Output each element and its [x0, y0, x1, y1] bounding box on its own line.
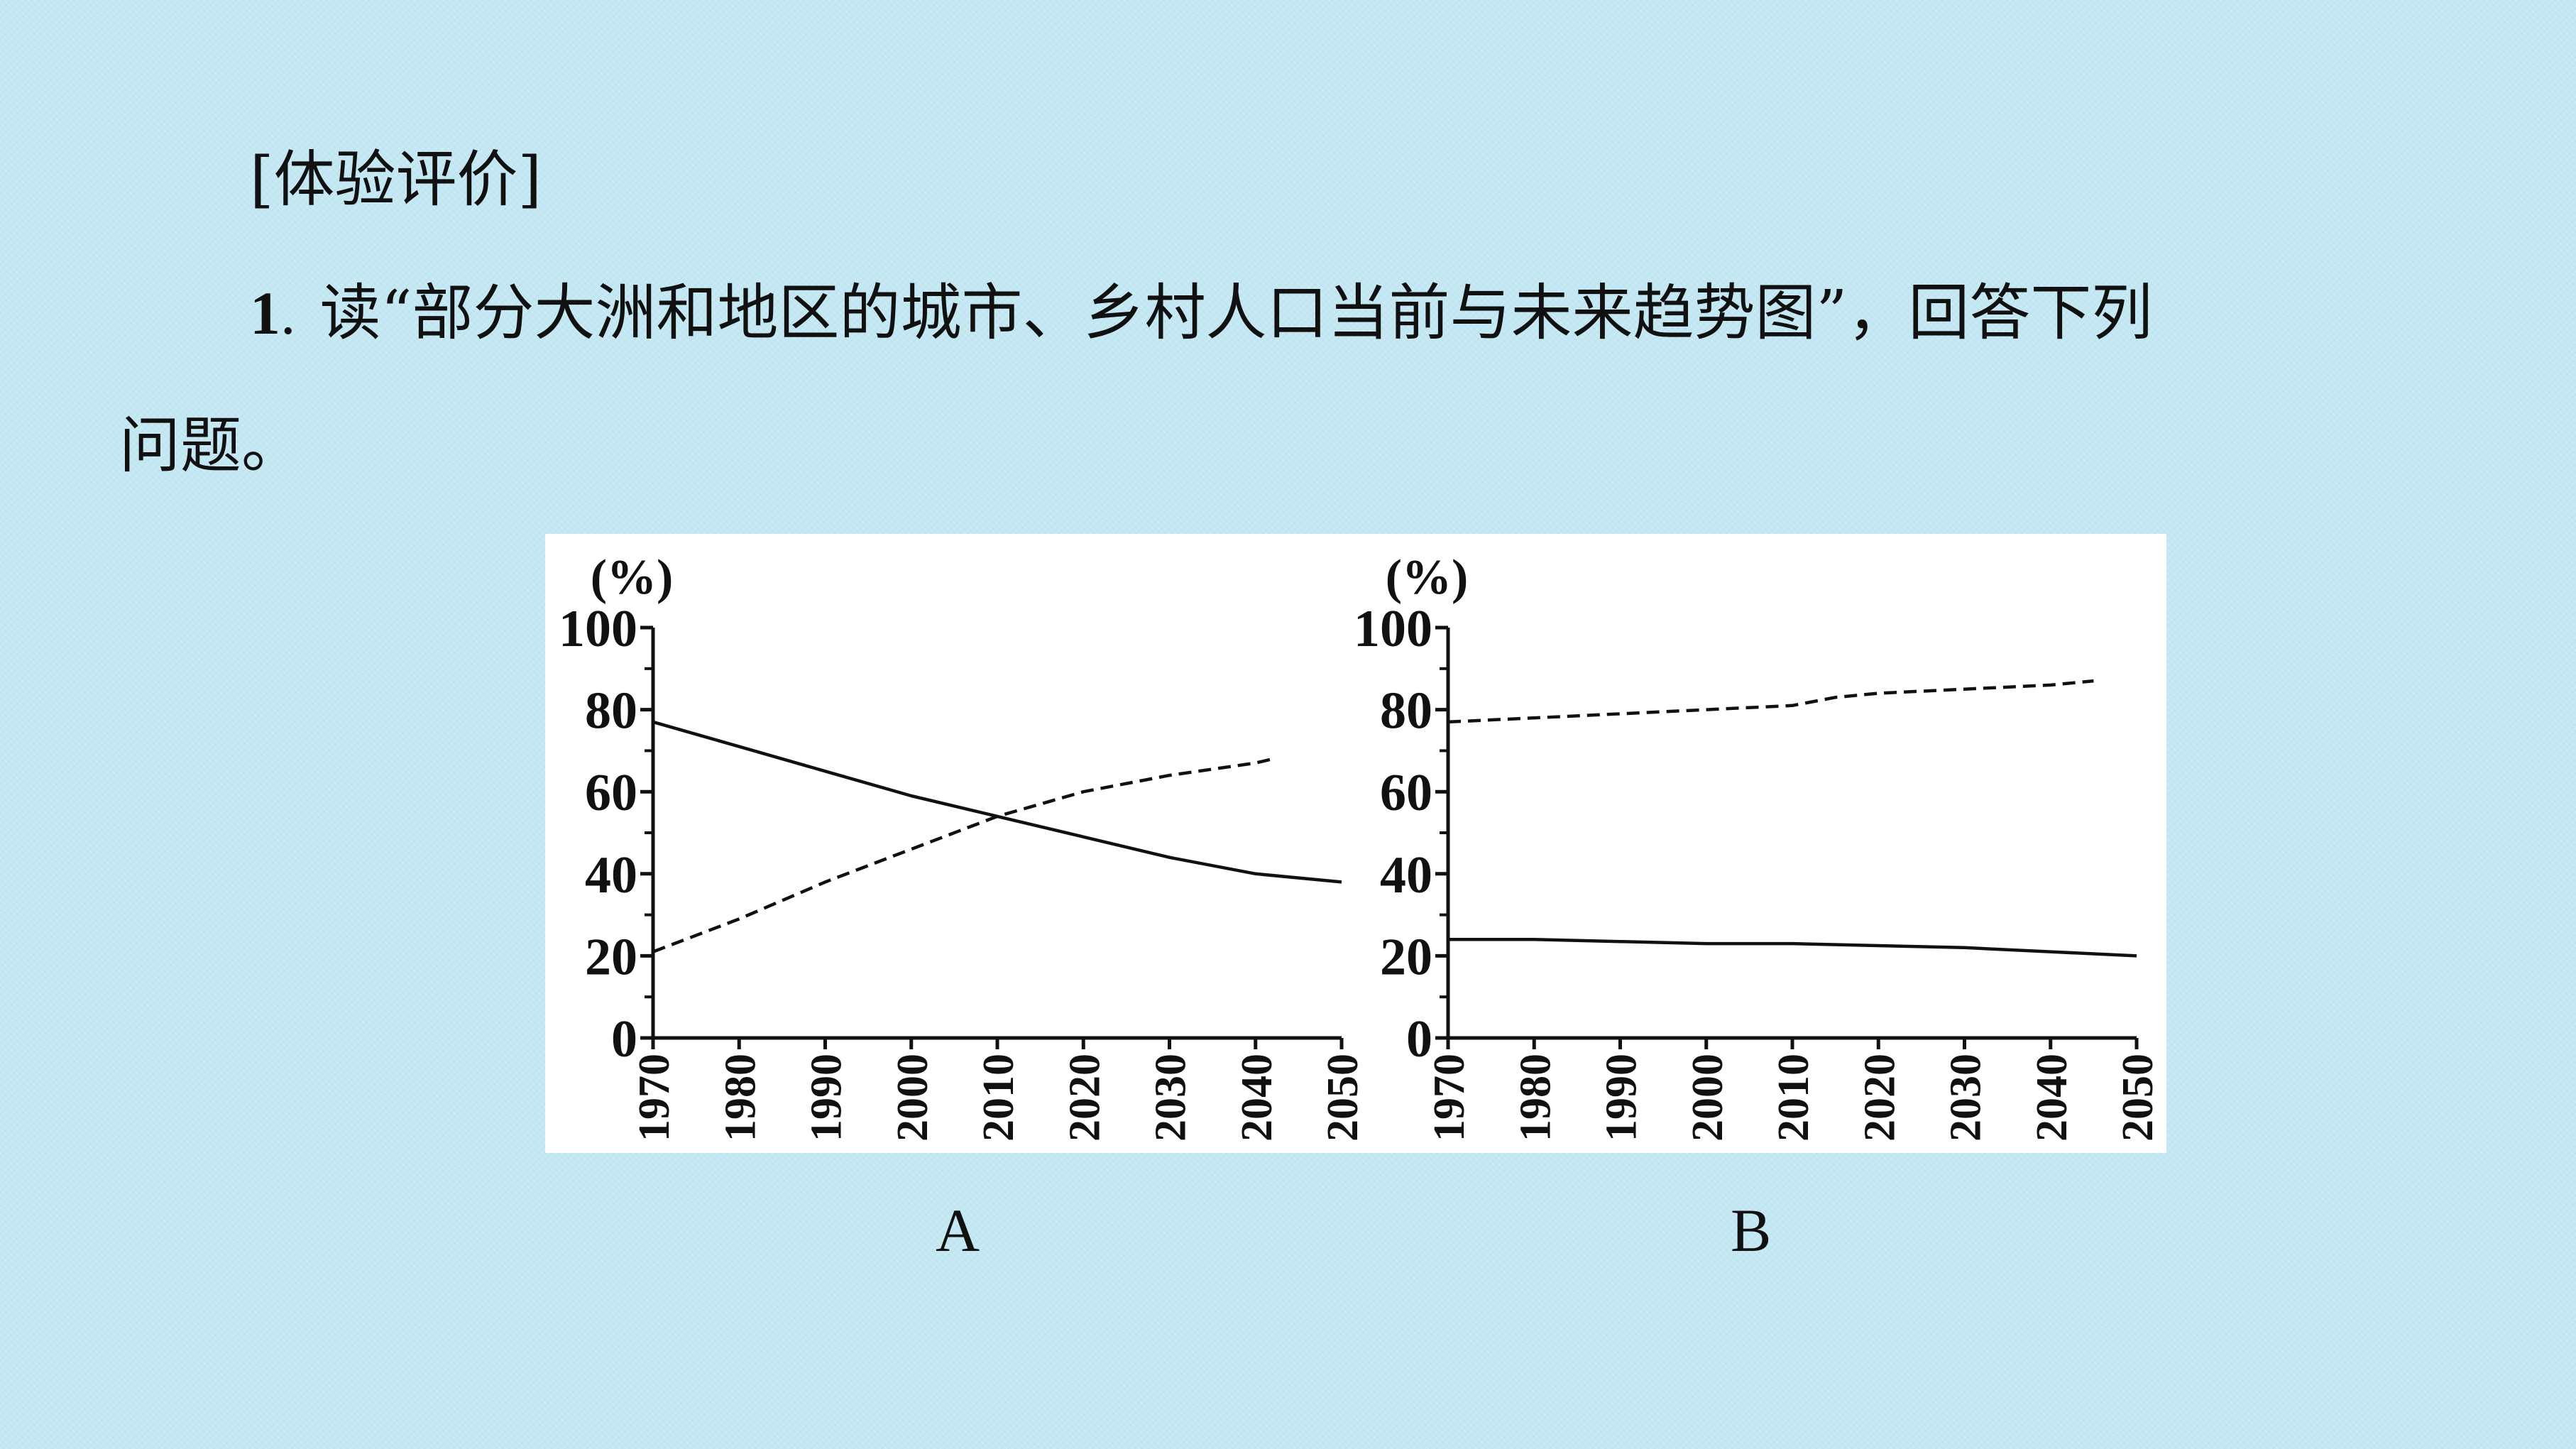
chart-a-y-tick-label: 40 [585, 846, 637, 904]
chart-a-y-tick-label: 100 [559, 600, 637, 658]
chart-b-caption: B [1731, 1196, 1772, 1264]
chart-b-series-solid-line [1448, 938, 2137, 958]
chart-b-x-tick-label: 2020 [1856, 1054, 1904, 1142]
chart-a-y-tick-label: 0 [611, 1010, 637, 1068]
chart-a-x-tick-label: 2040 [1233, 1054, 1281, 1142]
chart-b-x-tick-label: 1970 [1425, 1054, 1474, 1142]
question-number: 1 [250, 279, 280, 347]
chart-a-series-dashed-line [652, 757, 1273, 953]
chart-b-y-tick-label: 60 [1380, 764, 1432, 822]
chart-b-x-tick-label: 2040 [2028, 1054, 2076, 1142]
chart-b-x-tick-label: 1980 [1511, 1054, 1560, 1142]
question-text: 读“部分大洲和地区的城市、乡村人口当前与未来趋势图”，回答下列 [319, 278, 2153, 349]
charts-panel-background [545, 534, 2166, 1153]
chart-b-y-tick-label: 20 [1380, 928, 1432, 986]
chart-b-series-dashed-line [1447, 679, 2094, 724]
question-text-continued: 问题。 [119, 410, 302, 481]
chart-a-x-tick-label: 2050 [1319, 1054, 1367, 1142]
chart-b-unit-label: (%) [1386, 550, 1469, 605]
chart-b-x-tick-label: 2050 [2114, 1054, 2162, 1142]
chart-a-caption: A [936, 1196, 980, 1264]
chart-a-unit-label: (%) [591, 550, 674, 605]
chart-a-x-tick-label: 2010 [975, 1054, 1023, 1142]
chart-b-y-tick-label: 100 [1354, 600, 1432, 658]
chart-b-x-tick-label: 2010 [1770, 1054, 1818, 1142]
section-heading: [体验评价] [250, 144, 542, 215]
chart-b-x-tick-label: 2000 [1684, 1054, 1732, 1142]
chart-a-x-tick-label: 1970 [630, 1054, 679, 1142]
question-number-separator: . [280, 279, 296, 347]
chart-a-y-tick-label: 60 [585, 764, 637, 822]
chart-a-y-tick-label: 80 [585, 682, 637, 740]
chart-b-y-tick-label: 40 [1380, 846, 1432, 904]
chart-a-x-tick-label: 2020 [1060, 1054, 1109, 1142]
chart-b-x-tick-label: 2030 [1942, 1054, 1990, 1142]
question-line: 1. 读“部分大洲和地区的城市、乡村人口当前与未来趋势图”，回答下列 [250, 283, 2152, 344]
chart-a-y-tick-label: 20 [585, 928, 637, 986]
chart-a-x-tick-label: 2030 [1147, 1054, 1195, 1142]
chart-b-x-tick-label: 1990 [1598, 1054, 1646, 1142]
chart-b-y-tick-label: 0 [1406, 1010, 1432, 1068]
chart-a-x-tick-label: 1990 [803, 1054, 851, 1142]
chart-b-y-tick-label: 80 [1380, 682, 1432, 740]
chart-a-x-tick-label: 1980 [716, 1054, 764, 1142]
chart-a-x-tick-label: 2000 [889, 1054, 937, 1142]
